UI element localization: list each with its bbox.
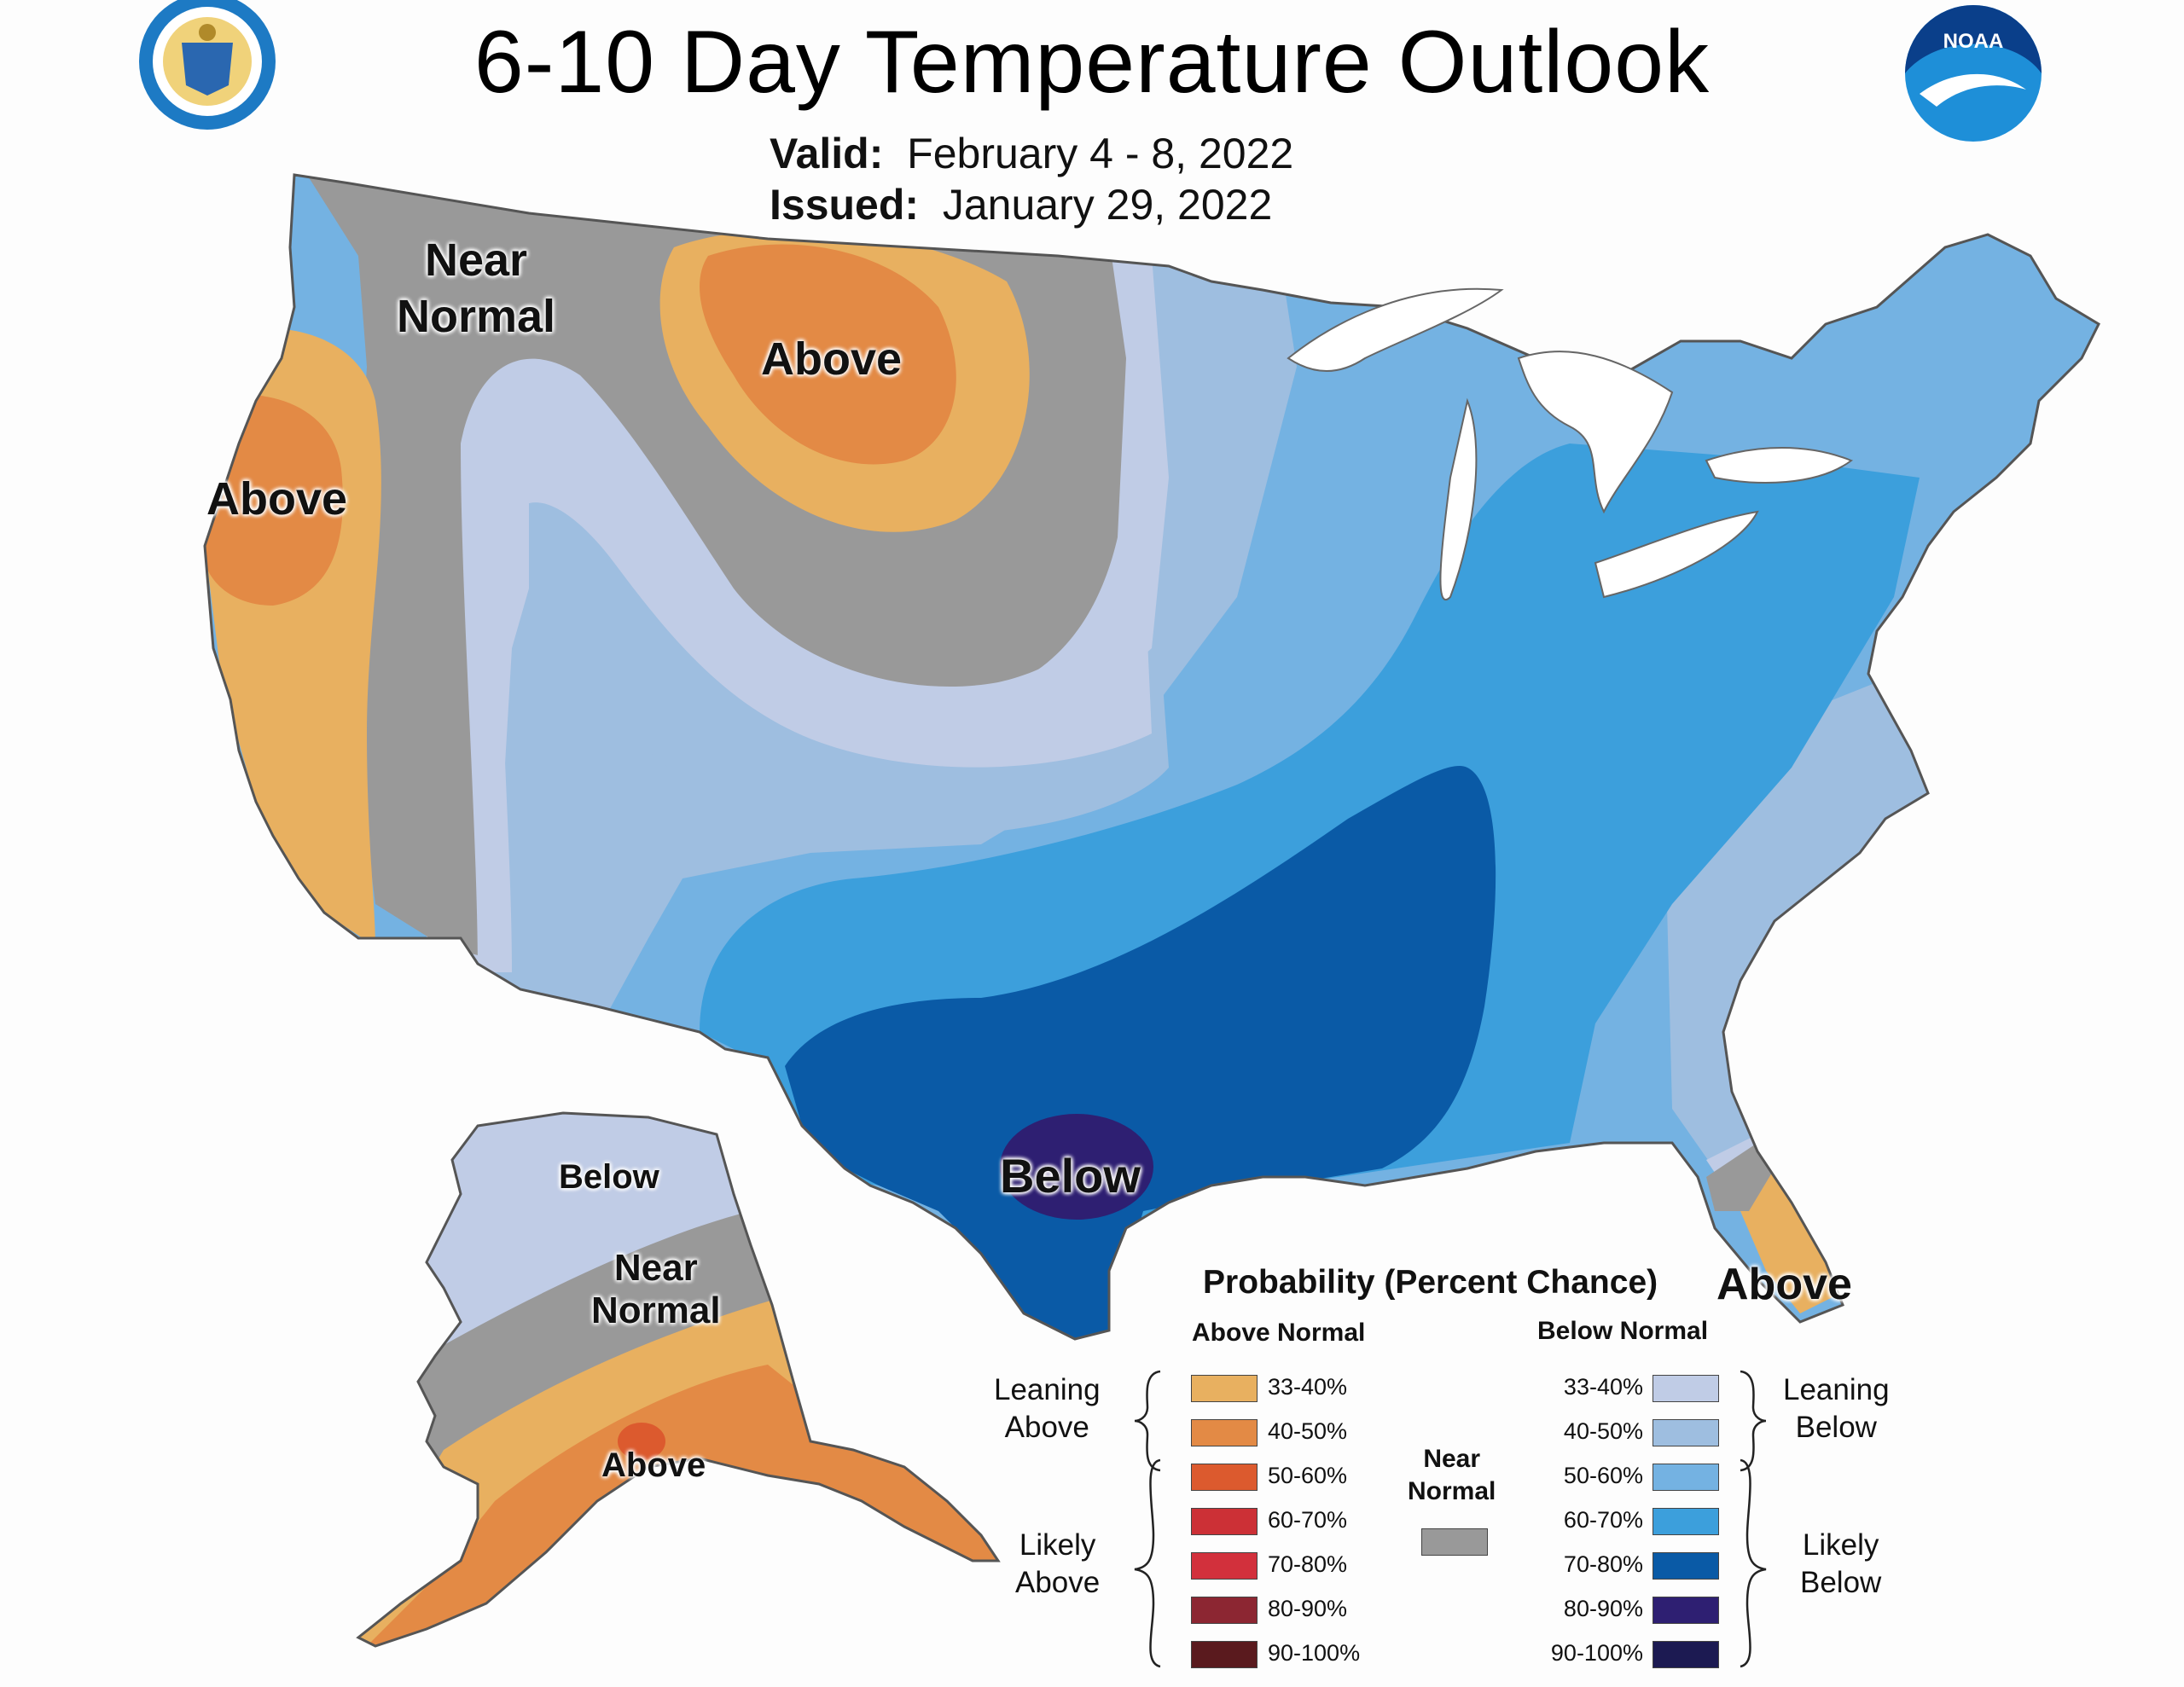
below-label-5: 70-80% bbox=[1563, 1551, 1643, 1577]
legend-above-header: Above Normal bbox=[1192, 1319, 1366, 1347]
leaning-below-line1: Leaning bbox=[1783, 1373, 1890, 1406]
likely-below-line2: Below bbox=[1800, 1566, 1882, 1599]
above-swatch-5 bbox=[1191, 1552, 1258, 1580]
near-normal-line1: Near bbox=[1423, 1445, 1481, 1473]
above-label-7: 90-100% bbox=[1268, 1640, 1361, 1666]
below-label-1: 33-40% bbox=[1563, 1374, 1643, 1400]
above-label-1: 33-40% bbox=[1268, 1374, 1348, 1400]
leaning-below-line2: Below bbox=[1795, 1411, 1877, 1444]
west-above-label: Above bbox=[206, 473, 348, 525]
legend-below-header: Below Normal bbox=[1537, 1317, 1709, 1345]
issued-value: January 29, 2022 bbox=[942, 181, 1273, 229]
above-swatch-7 bbox=[1191, 1641, 1258, 1668]
above-swatch-4 bbox=[1191, 1508, 1258, 1535]
valid-value: February 4 - 8, 2022 bbox=[907, 130, 1294, 177]
nw-near-label-line2: Normal bbox=[397, 291, 556, 342]
ak-near-label-line1: Near bbox=[613, 1247, 698, 1289]
below-swatch-2 bbox=[1653, 1419, 1719, 1446]
page-title: 6-10 Day Temperature Outlook bbox=[473, 13, 1711, 112]
likely-above-line1: Likely bbox=[1019, 1528, 1096, 1562]
svg-text:NOAA: NOAA bbox=[1943, 30, 2004, 53]
ak-near-normal-label: Near Normal bbox=[591, 1247, 721, 1332]
leaning-above-group: Leaning Above bbox=[994, 1371, 1101, 1446]
issued-label: Issued: bbox=[770, 181, 920, 229]
near-normal-line2: Normal bbox=[1408, 1477, 1496, 1505]
below-label-7: 90-100% bbox=[1550, 1640, 1643, 1666]
ak-above-label: Above bbox=[601, 1446, 706, 1484]
plains-above-label: Above bbox=[761, 333, 903, 385]
texas-below-label: Below bbox=[1000, 1149, 1141, 1203]
above-swatch-2 bbox=[1191, 1419, 1258, 1446]
above-swatch-3 bbox=[1191, 1464, 1258, 1491]
nw-near-normal-label: Near Normal bbox=[397, 232, 555, 345]
near-normal-header: Near Normal bbox=[1408, 1443, 1496, 1508]
below-label-2: 40-50% bbox=[1563, 1418, 1643, 1444]
below-swatch-6 bbox=[1653, 1597, 1719, 1624]
valid-label: Valid: bbox=[770, 130, 884, 177]
valid-line: Valid: February 4 - 8, 2022 bbox=[770, 128, 1293, 179]
commerce-seal-icon bbox=[139, 0, 276, 130]
likely-below-group: Likely Below bbox=[1800, 1527, 1881, 1602]
likely-below-line1: Likely bbox=[1802, 1528, 1879, 1562]
below-label-4: 60-70% bbox=[1563, 1507, 1643, 1533]
florida-above-label: Above bbox=[1716, 1260, 1852, 1309]
near-normal-swatch bbox=[1421, 1528, 1488, 1556]
noaa-logo-icon bbox=[1905, 5, 2042, 142]
likely-above-group: Likely Above bbox=[1015, 1527, 1100, 1602]
legend-title: Probability (Percent Chance) bbox=[1203, 1264, 1658, 1301]
below-swatch-7 bbox=[1653, 1641, 1719, 1668]
below-swatch-4 bbox=[1653, 1508, 1719, 1535]
ak-below-label: Below bbox=[559, 1158, 659, 1196]
below-swatch-3 bbox=[1653, 1464, 1719, 1491]
likely-above-line2: Above bbox=[1015, 1566, 1101, 1599]
date-block: Valid: February 4 - 8, 2022 Issued: Janu… bbox=[770, 128, 1293, 230]
above-label-6: 80-90% bbox=[1268, 1596, 1348, 1621]
below-swatch-1 bbox=[1653, 1375, 1719, 1402]
nw-near-label-line1: Near bbox=[424, 235, 528, 286]
leaning-above-line1: Leaning bbox=[994, 1373, 1101, 1406]
issued-line: Issued: January 29, 2022 bbox=[770, 179, 1293, 230]
leaning-below-group: Leaning Below bbox=[1783, 1371, 1890, 1446]
above-label-3: 50-60% bbox=[1268, 1463, 1348, 1488]
below-swatch-5 bbox=[1653, 1552, 1719, 1580]
above-label-2: 40-50% bbox=[1268, 1418, 1348, 1444]
below-label-6: 80-90% bbox=[1563, 1596, 1643, 1621]
above-label-5: 70-80% bbox=[1268, 1551, 1348, 1577]
below-label-3: 50-60% bbox=[1563, 1463, 1643, 1488]
above-swatch-1 bbox=[1191, 1375, 1258, 1402]
leaning-above-line2: Above bbox=[1004, 1411, 1089, 1444]
ak-near-label-line2: Normal bbox=[591, 1290, 721, 1331]
above-swatch-6 bbox=[1191, 1597, 1258, 1624]
above-label-4: 60-70% bbox=[1268, 1507, 1348, 1533]
